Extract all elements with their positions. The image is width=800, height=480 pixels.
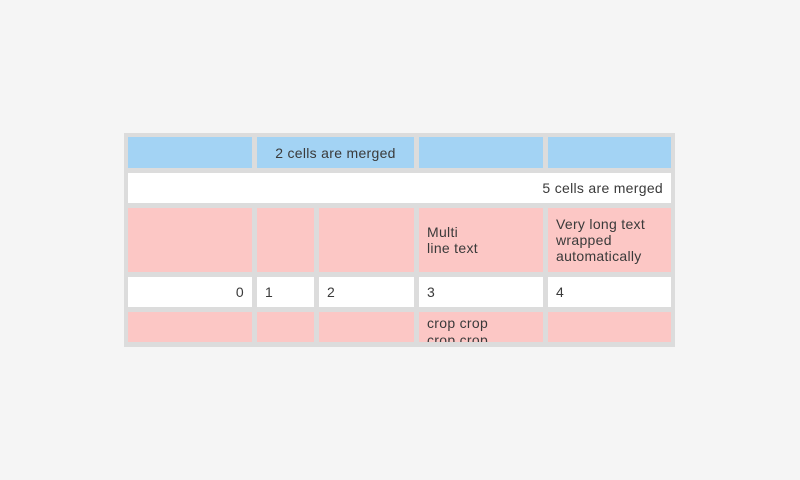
table-cell-r5c5[interactable] <box>548 312 671 342</box>
table-cell-r3c3[interactable] <box>319 208 414 272</box>
table-cell-r4c1[interactable]: 0 <box>128 277 252 307</box>
table-cell-r4c2[interactable]: 1 <box>257 277 314 307</box>
table-cell-r1c1[interactable] <box>128 137 252 168</box>
crop-text-label: crop crop crop crop <box>427 315 489 342</box>
table-cell-crop[interactable]: crop crop crop crop <box>419 312 543 342</box>
table-cell-r3c1[interactable] <box>128 208 252 272</box>
table-cell-wrapped[interactable]: Very long text wrapped automatically <box>548 208 671 272</box>
table-cell-r3c2[interactable] <box>257 208 314 272</box>
table-cell-r5c1[interactable] <box>128 312 252 342</box>
table-cell-r4c5[interactable]: 4 <box>548 277 671 307</box>
table-widget: 2 cells are merged 5 cells are merged Mu… <box>124 133 675 347</box>
table-cell-r4c4[interactable]: 3 <box>419 277 543 307</box>
table-cell-multiline[interactable]: Multi line text <box>419 208 543 272</box>
table-cell-r5c3[interactable] <box>319 312 414 342</box>
table-cell-r4c3[interactable]: 2 <box>319 277 414 307</box>
table-cell-r5c2[interactable] <box>257 312 314 342</box>
table-cell-r1c5[interactable] <box>548 137 671 168</box>
table-merged-cell-5[interactable]: 5 cells are merged <box>128 173 671 203</box>
table-cell-r1c4[interactable] <box>419 137 543 168</box>
table-merged-cell-2[interactable]: 2 cells are merged <box>257 137 414 168</box>
